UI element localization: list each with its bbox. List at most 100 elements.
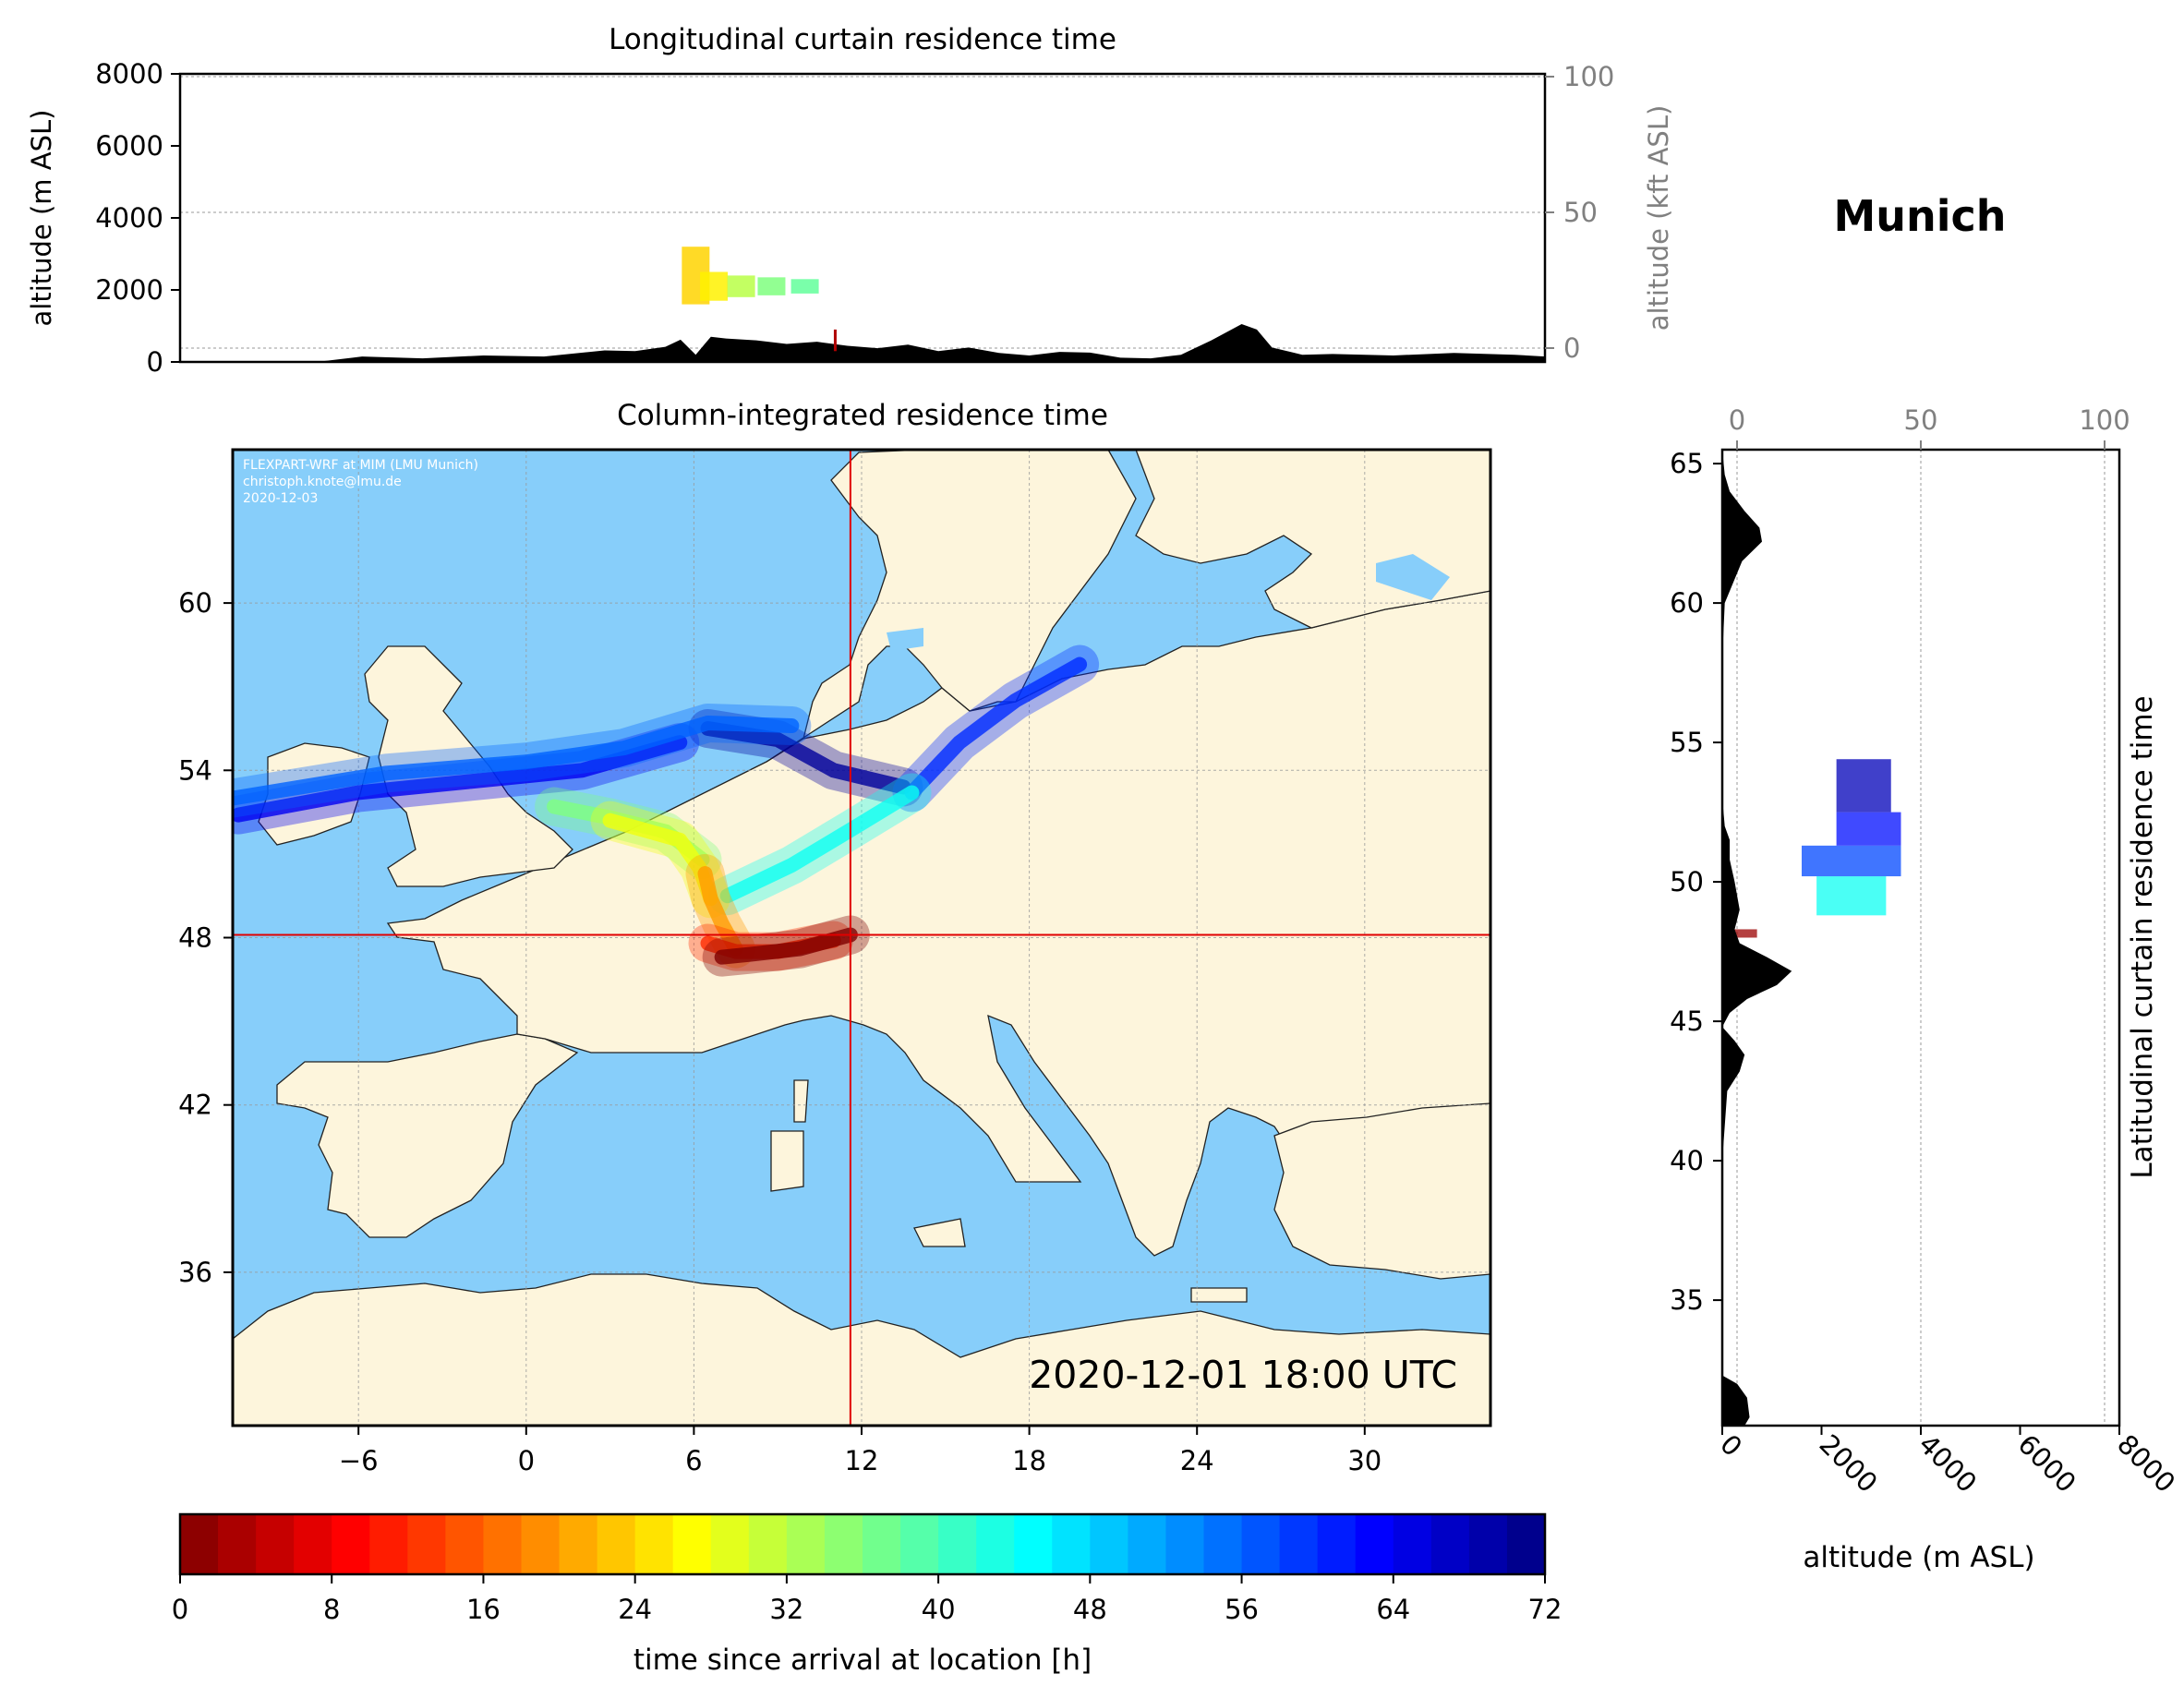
site-title: Munich (1833, 191, 2006, 241)
latitudinal-x2-tick-label: 0 (1729, 404, 1745, 436)
colorbar-tick-label: 16 (466, 1594, 501, 1625)
map-lake-ladoga (1376, 554, 1450, 600)
longitudinal-y-tick-label: 8000 (95, 58, 163, 90)
colorbar-band (900, 1514, 939, 1574)
land-crete (1190, 1287, 1248, 1303)
map-x-ticks: −6 0 6 12 18 24 30 (339, 1426, 1382, 1476)
latitudinal-x-tick-label: 6000 (2012, 1428, 2082, 1499)
colorbar-band (786, 1514, 826, 1574)
trajectory-core (697, 866, 743, 957)
colorbar-band (1090, 1514, 1128, 1574)
latitudinal-y-tick-label: 45 (1670, 1006, 1704, 1037)
colorbar-band (483, 1514, 523, 1574)
colorbar-band (445, 1514, 485, 1574)
colorbar-band (1241, 1514, 1281, 1574)
colorbar-label: time since arrival at location [h] (633, 1644, 1092, 1677)
map-x-tick-label: 0 (518, 1445, 535, 1476)
land-corsica (793, 1079, 809, 1123)
colorbar-band (1165, 1514, 1205, 1574)
land-scandinavia (766, 450, 1137, 763)
land-turkey (1273, 1102, 1490, 1280)
map-y-ticks: 36 42 48 54 60 (178, 587, 233, 1288)
land-sardinia (770, 1130, 804, 1192)
colorbar-band (218, 1514, 257, 1574)
column-title: Column-integrated residence time (617, 399, 1108, 432)
land-iberia (276, 1033, 579, 1238)
longitudinal-residence-mark (700, 271, 729, 301)
longitudinal-residence-mark (757, 277, 786, 295)
latitudinal-x-ticks: 0 2000 4000 6000 8000 (1714, 1426, 2181, 1499)
latitudinal-x-tick-label: 8000 (2111, 1428, 2181, 1499)
trajectory-core (700, 721, 911, 795)
latitudinal-x2-ticks: 0 50 100 (1729, 404, 2130, 450)
land-sicily (913, 1218, 966, 1247)
colorbar-band (332, 1514, 370, 1574)
colorbar-band (710, 1514, 750, 1574)
colorbar-band (1317, 1514, 1357, 1574)
colorbar-band (521, 1514, 561, 1574)
colorbar-band (748, 1514, 788, 1574)
colorbar-band (407, 1514, 446, 1574)
credit-text: FLEXPART-WRF at MIM (LMU Munich) christo… (243, 458, 478, 506)
latitudinal-residence-mark (1732, 929, 1757, 938)
map-y-tick-label: 36 (178, 1257, 212, 1288)
latitudinal-xlabel: altitude (m ASL) (1803, 1541, 2034, 1574)
map-trajectories (233, 644, 1100, 977)
latitudinal-gridlines (1736, 450, 2106, 1426)
credit-line-2: christoph.knote@lmu.de (243, 475, 402, 489)
longitudinal-y2-ticks: 0 50 100 (1545, 61, 1614, 364)
credit-line-1: FLEXPART-WRF at MIM (LMU Munich) (243, 458, 478, 473)
latitudinal-x2-tick-label: 100 (2079, 404, 2130, 436)
latitudinal-residence-mark (1802, 845, 1901, 877)
latitudinal-title: Latitudinal curtain residence time (2126, 695, 2159, 1178)
colorbar: 0 8 16 24 32 40 48 56 64 72 time since arrival at… (172, 1512, 1562, 1677)
colorbar-band (1506, 1514, 1546, 1574)
timestamp: 2020-12-01 18:00 UTC (1029, 1353, 1457, 1397)
colorbar-band (824, 1514, 863, 1574)
colorbar-tick-label: 48 (1073, 1594, 1107, 1625)
longitudinal-panel: Longitudinal curtain residence time 0 200… (26, 23, 1674, 378)
trajectory-core (233, 715, 800, 806)
latitudinal-x-tick-label: 0 (1714, 1428, 1748, 1463)
colorbar-band (597, 1514, 636, 1574)
map-gridlines (233, 450, 1490, 1426)
longitudinal-y2-tick-label: 50 (1563, 197, 1598, 228)
longitudinal-title: Longitudinal curtain residence time (609, 23, 1116, 56)
colorbar-band (976, 1514, 1015, 1574)
longitudinal-ylabel-right: altitude (kft ASL) (1643, 105, 1674, 331)
map-y-tick-label: 60 (178, 587, 212, 619)
latitudinal-residence-mark (1836, 759, 1891, 813)
map-y-tick-label: 42 (178, 1090, 212, 1121)
map-x-tick-label: −6 (339, 1445, 379, 1476)
latitudinal-x-tick-label: 2000 (1814, 1428, 1884, 1499)
longitudinal-y2-tick-label: 0 (1563, 332, 1580, 364)
colorbar-band (180, 1514, 219, 1574)
colorbar-band (1355, 1514, 1394, 1574)
colorbar-band (863, 1514, 901, 1574)
latitudinal-y-tick-label: 40 (1670, 1145, 1704, 1176)
colorbar-band (1430, 1514, 1470, 1574)
longitudinal-frame (178, 72, 1547, 364)
credit-line-3: 2020-12-03 (243, 491, 318, 506)
map-lake-vanern (887, 628, 923, 651)
latitudinal-y-tick-label: 50 (1670, 866, 1704, 897)
trajectory-core (714, 927, 858, 965)
colorbar-band (1279, 1514, 1319, 1574)
longitudinal-ylabel: altitude (m ASL) (26, 110, 57, 327)
latitudinal-terrain (1722, 450, 1792, 1426)
latitudinal-y-ticks: 35 40 45 50 55 60 65 (1670, 448, 1722, 1316)
colorbar-band (1203, 1514, 1243, 1574)
colorbar-band (294, 1514, 332, 1574)
colorbar-tick-label: 24 (618, 1594, 652, 1625)
colorbar-band (1468, 1514, 1508, 1574)
longitudinal-residence-mark (790, 279, 819, 294)
longitudinal-terrain (180, 324, 1545, 362)
colorbar-tick-label: 0 (172, 1594, 188, 1625)
longitudinal-y2-tick-label: 100 (1563, 61, 1614, 92)
longitudinal-y-tick-label: 2000 (95, 274, 163, 306)
map-x-tick-label: 18 (1012, 1445, 1046, 1476)
colorbar-band (672, 1514, 712, 1574)
land-mainland (386, 590, 1490, 1257)
colorbar-band (1128, 1514, 1167, 1574)
